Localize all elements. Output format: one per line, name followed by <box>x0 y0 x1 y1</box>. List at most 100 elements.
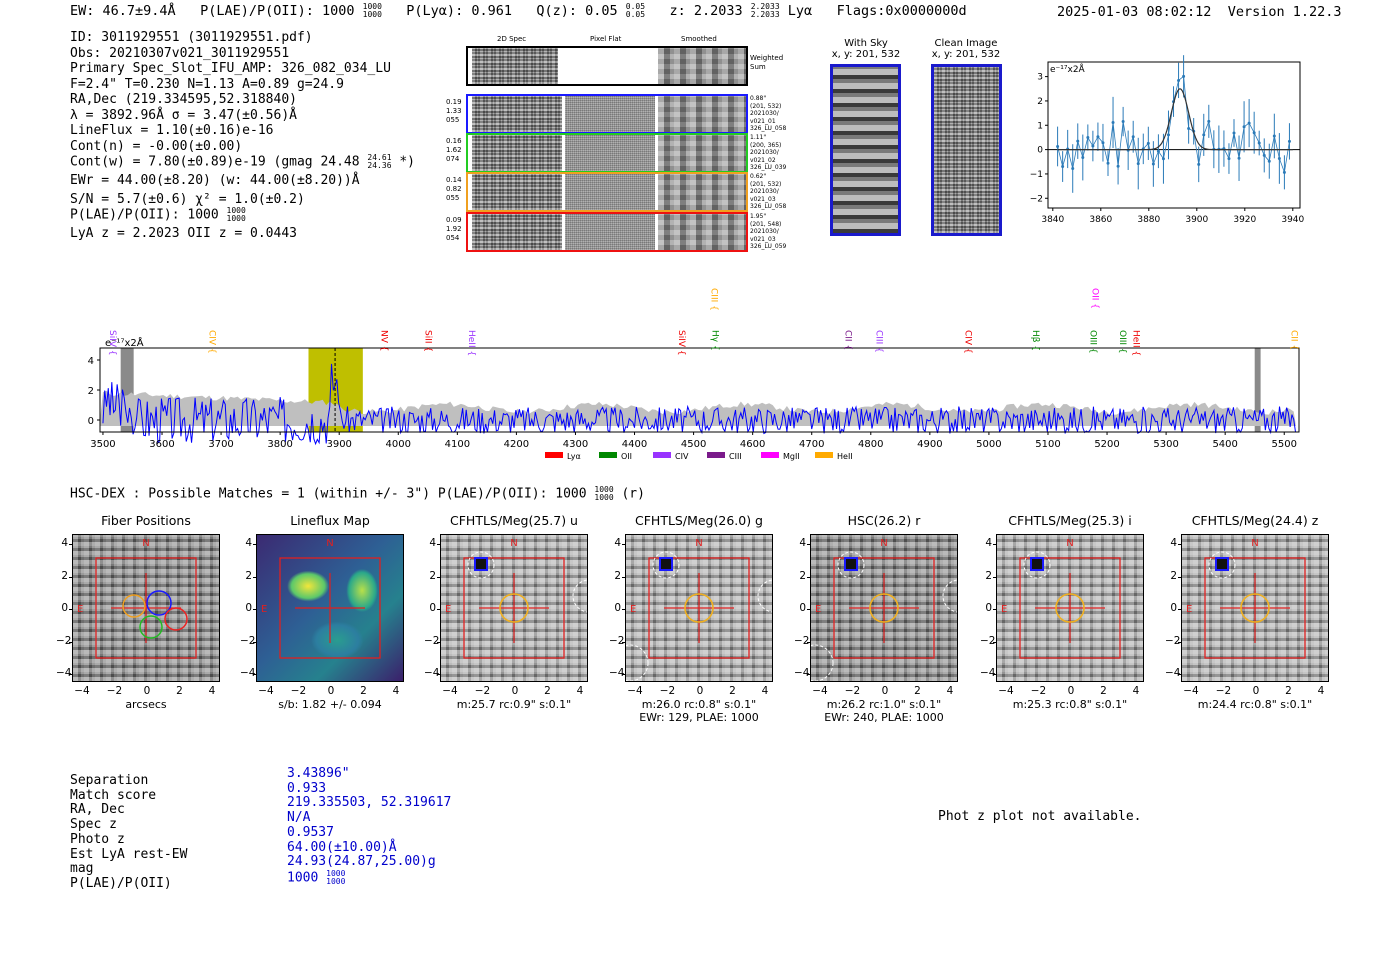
spec-row-1-l2: 1.62 <box>446 146 462 154</box>
plae-hi: 1000 <box>362 2 382 11</box>
info-id: ID: 3011929551 (3011929551.pdf) <box>70 30 313 45</box>
full-ytick-2: 0 <box>88 416 94 427</box>
info-params: F=2.4" T=0.230 N=1.13 A=0.89 g=24.9 <box>70 76 344 92</box>
spec-row-2-r4: v021_03 <box>750 195 776 203</box>
info-slot: Primary Spec_Slot_IFU_AMP: 326_082_034_L… <box>70 61 391 76</box>
plae-range: 1000 1000 <box>363 3 382 19</box>
ew-value: EW: 46.7±9.4Å <box>70 3 176 19</box>
sum-text: Sum <box>750 63 766 71</box>
cutout-3-north: N <box>695 538 702 549</box>
zoom-ytick-5: −2 <box>1030 194 1043 204</box>
full-line-label-15: HeII { <box>1131 330 1141 356</box>
cutout-5-ytick-mark-3 <box>993 641 996 643</box>
match-value-mag: 24.93(24.87,25.00)g <box>287 854 436 870</box>
clean-label: Clean Image <box>934 38 998 49</box>
cutout-2-title: CFHTLS/Meg(25.7) u <box>450 513 578 528</box>
spec-row-3-r4: v021_03 <box>750 235 776 243</box>
spec-row-0-smooth <box>658 96 746 132</box>
withsky-coords: x, y: 201, 532 <box>831 49 901 60</box>
full-xtick-20: 5500 <box>1272 439 1297 450</box>
info-contw: Cont(w) = 7.80(±0.89)e-19 (gmag 24.48 24… <box>70 154 415 173</box>
cutout-3-xtick-1: −2 <box>659 685 676 697</box>
cutout-2-edge-circle <box>572 579 587 613</box>
cutout-6-title: CFHTLS/Meg(24.4) z <box>1191 513 1319 528</box>
spec-row-2-flat <box>565 174 655 210</box>
cutout-3-ytick-mark-4 <box>622 674 625 675</box>
full-line-label-12: OII { <box>1089 288 1099 309</box>
info-lyaz: LyA z = 2.2023 OII z = 0.0443 <box>70 226 297 241</box>
clean-image <box>931 64 1002 236</box>
cutout-1-overlay: NE <box>261 538 381 659</box>
cutout-2-ytick-0: 4 <box>429 537 436 549</box>
weighted-smooth <box>658 48 746 84</box>
cutout-6-overlay: NE <box>1186 538 1306 659</box>
z-lo: 2.2033 <box>750 10 780 19</box>
full-line-label-14: OIII { <box>1117 330 1127 354</box>
match-label-specz: Spec z <box>70 817 117 833</box>
cutout-1-xtick-0: −4 <box>258 685 274 697</box>
cutout-4-neighbor-circle <box>837 551 865 579</box>
col-pixelflat: Pixel Flat <box>590 35 622 43</box>
cutout-1-ytick-0: 4 <box>245 537 252 549</box>
cutout-2-ytick-mark-2 <box>437 609 440 610</box>
match-value-radec: 219.335503, 52.319617 <box>287 795 452 811</box>
full-xtick-18: 5300 <box>1153 439 1178 450</box>
cutout-0-ytick-1: 2 <box>61 569 68 582</box>
cutout-4-caption: m:26.2 rc:1.0" s:0.1" <box>826 698 942 711</box>
plya-value: P(Lyα): 0.961 <box>406 3 512 19</box>
full-xtick-19: 5400 <box>1212 439 1237 450</box>
full-line-label-8: CII { <box>842 330 852 350</box>
cutout-0-xtick-2: 0 <box>143 685 151 697</box>
zoom-xtick-0: 3840 <box>1041 215 1064 225</box>
full-xtick-13: 4800 <box>858 439 883 450</box>
legend-swatch-5 <box>815 452 833 458</box>
cutout-6-aperture <box>1204 557 1306 659</box>
cutout-2-ytick-1: 2 <box>429 569 436 582</box>
cutout-0-east: E <box>77 604 83 615</box>
full-mask-1 <box>1254 348 1261 432</box>
spec-row-3-r3: 2021030/ <box>750 228 779 235</box>
cutout-6-xtick-2: 0 <box>1252 685 1260 697</box>
zoom-xtick-1: 3860 <box>1089 215 1112 225</box>
cutout-6-ytick-mark-2 <box>1178 609 1181 610</box>
info-obs: Obs: 20210307v021_3011929551 <box>70 45 290 61</box>
full-spectrum-chart: e⁻¹⁷x2Å 3500 3600 3700 3800 3900 4000 4100 4200 4… <box>88 288 1300 461</box>
cutout-4-aperture <box>833 557 935 659</box>
weighted-sum-row <box>466 46 748 86</box>
full-line-label-1: CIV { <box>206 330 216 354</box>
legend-label-5: HeII <box>837 452 853 461</box>
z-value: z: 2.2033 <box>669 3 743 19</box>
cutout-2-ytick-mark-4 <box>437 674 440 675</box>
fiber-circle-green <box>139 615 163 639</box>
cutout-3-ytick-mark-1 <box>622 576 625 578</box>
cutout-6-ytick-mark-4 <box>1178 674 1181 675</box>
cutout-6-north: N <box>1251 538 1258 549</box>
cutout-0-overlay: NE <box>77 538 197 659</box>
cutout-5-target-circle <box>1055 593 1085 623</box>
hsc-title: HSC-DEX : Possible Matches = 1 (within +… <box>70 486 645 502</box>
cutout-1-ytick-4: −4 <box>240 667 256 679</box>
info-contn: Cont(n) = -0.00(±0.00) <box>70 138 243 154</box>
spec-row-3 <box>466 212 748 252</box>
cutout-0-ytick-2: 0 <box>61 602 68 614</box>
cutout-4-xtick-4: 4 <box>946 685 954 697</box>
cutout-2-xtick-3: 2 <box>544 685 551 697</box>
spec-row-0-left: 0.19 1.33 055 <box>446 98 462 125</box>
cutout-0-ytick-0: 4 <box>61 537 68 549</box>
cutout-4-east: E <box>815 604 821 615</box>
spec-row-2-left: 0.14 0.82 055 <box>446 176 462 203</box>
zoom-scale-label: e⁻¹⁷x2Å <box>1050 63 1086 75</box>
cutout-5-aperture <box>1019 557 1121 659</box>
cutout-0-north: N <box>142 538 149 549</box>
spec-row-1-r2: (200, 365) <box>750 141 782 149</box>
info-lineflux: LineFlux = 1.10(±0.16)e-16 <box>70 123 274 138</box>
cutout-6-ytick-mark-3 <box>1178 641 1181 643</box>
cutout-2-match-box <box>474 557 488 571</box>
cutout-6-xtick-4: 4 <box>1317 685 1325 697</box>
legend-swatch-1 <box>599 452 617 458</box>
cutout-0-ytick-mark-2 <box>69 609 72 610</box>
cutout-6-ytick-mark-0 <box>1178 544 1181 545</box>
cutout-4-north: N <box>880 538 887 549</box>
cutout-3-ytick-3: −2 <box>609 634 625 647</box>
cutout-6-neighbor-circle <box>1208 551 1236 579</box>
